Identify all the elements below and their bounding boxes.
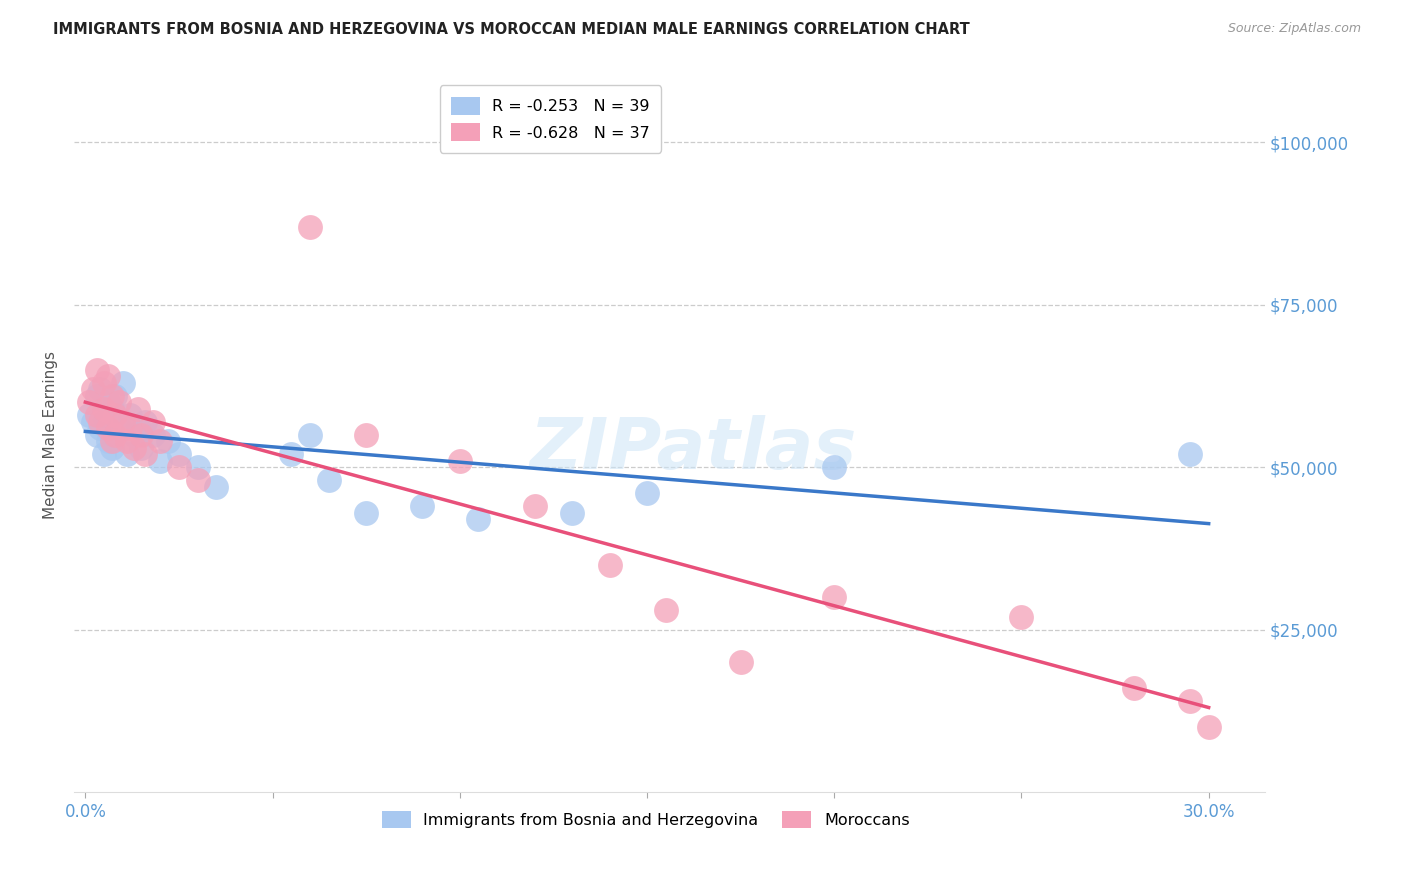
Point [131, 428, 153, 442]
Point [142, 428, 165, 442]
Point [599, 558, 621, 572]
Point [654, 603, 676, 617]
Point [823, 460, 845, 475]
Point [111, 415, 134, 429]
Point [100, 389, 122, 403]
Point [97, 395, 120, 409]
Point [142, 415, 165, 429]
Point [115, 434, 138, 449]
Point [97, 434, 120, 449]
Point [131, 441, 153, 455]
Point [86, 363, 108, 377]
Point [89, 415, 111, 429]
Point [86, 428, 108, 442]
Point [1122, 681, 1144, 696]
Point [115, 447, 138, 461]
Point [86, 409, 108, 423]
Point [93, 447, 115, 461]
Point [205, 480, 228, 494]
Point [167, 447, 190, 461]
Point [82, 415, 104, 429]
Point [134, 415, 156, 429]
Point [104, 428, 127, 442]
Point [108, 421, 131, 435]
Point [134, 447, 156, 461]
Point [1198, 720, 1220, 734]
Text: ZIPatlas: ZIPatlas [530, 415, 858, 483]
Point [111, 415, 134, 429]
Point [1010, 610, 1032, 624]
Point [77, 395, 100, 409]
Point [636, 486, 658, 500]
Point [104, 428, 127, 442]
Point [823, 591, 845, 605]
Point [1178, 694, 1201, 708]
Point [104, 389, 127, 403]
Y-axis label: Median Male Earnings: Median Male Earnings [44, 351, 58, 519]
Point [93, 409, 115, 423]
Point [411, 500, 433, 514]
Point [187, 474, 209, 488]
Text: IMMIGRANTS FROM BOSNIA AND HERZEGOVINA VS MOROCCAN MEDIAN MALE EARNINGS CORRELAT: IMMIGRANTS FROM BOSNIA AND HERZEGOVINA V… [53, 22, 970, 37]
Point [86, 389, 108, 403]
Point [104, 409, 127, 423]
Point [523, 500, 546, 514]
Point [149, 434, 172, 449]
Point [82, 383, 104, 397]
Point [149, 454, 172, 468]
Point [122, 441, 145, 455]
Point [354, 506, 377, 520]
Point [156, 434, 179, 449]
Text: Source: ZipAtlas.com: Source: ZipAtlas.com [1227, 22, 1361, 36]
Point [318, 474, 340, 488]
Point [100, 434, 122, 449]
Point [127, 401, 149, 416]
Point [449, 454, 471, 468]
Point [187, 460, 209, 475]
Point [97, 421, 120, 435]
Point [280, 447, 302, 461]
Point [100, 441, 122, 455]
Point [89, 421, 111, 435]
Point [89, 383, 111, 397]
Point [93, 401, 115, 416]
Point [561, 506, 583, 520]
Point [298, 428, 321, 442]
Point [298, 219, 321, 234]
Point [120, 409, 142, 423]
Point [1178, 447, 1201, 461]
Point [100, 401, 122, 416]
Point [97, 369, 120, 384]
Point [111, 376, 134, 390]
Point [120, 421, 142, 435]
Point [167, 460, 190, 475]
Point [108, 395, 131, 409]
Point [354, 428, 377, 442]
Point [467, 512, 489, 526]
Point [77, 409, 100, 423]
Point [127, 421, 149, 435]
Point [730, 656, 752, 670]
Point [122, 428, 145, 442]
Legend: Immigrants from Bosnia and Herzegovina, Moroccans: Immigrants from Bosnia and Herzegovina, … [375, 805, 915, 834]
Point [93, 376, 115, 390]
